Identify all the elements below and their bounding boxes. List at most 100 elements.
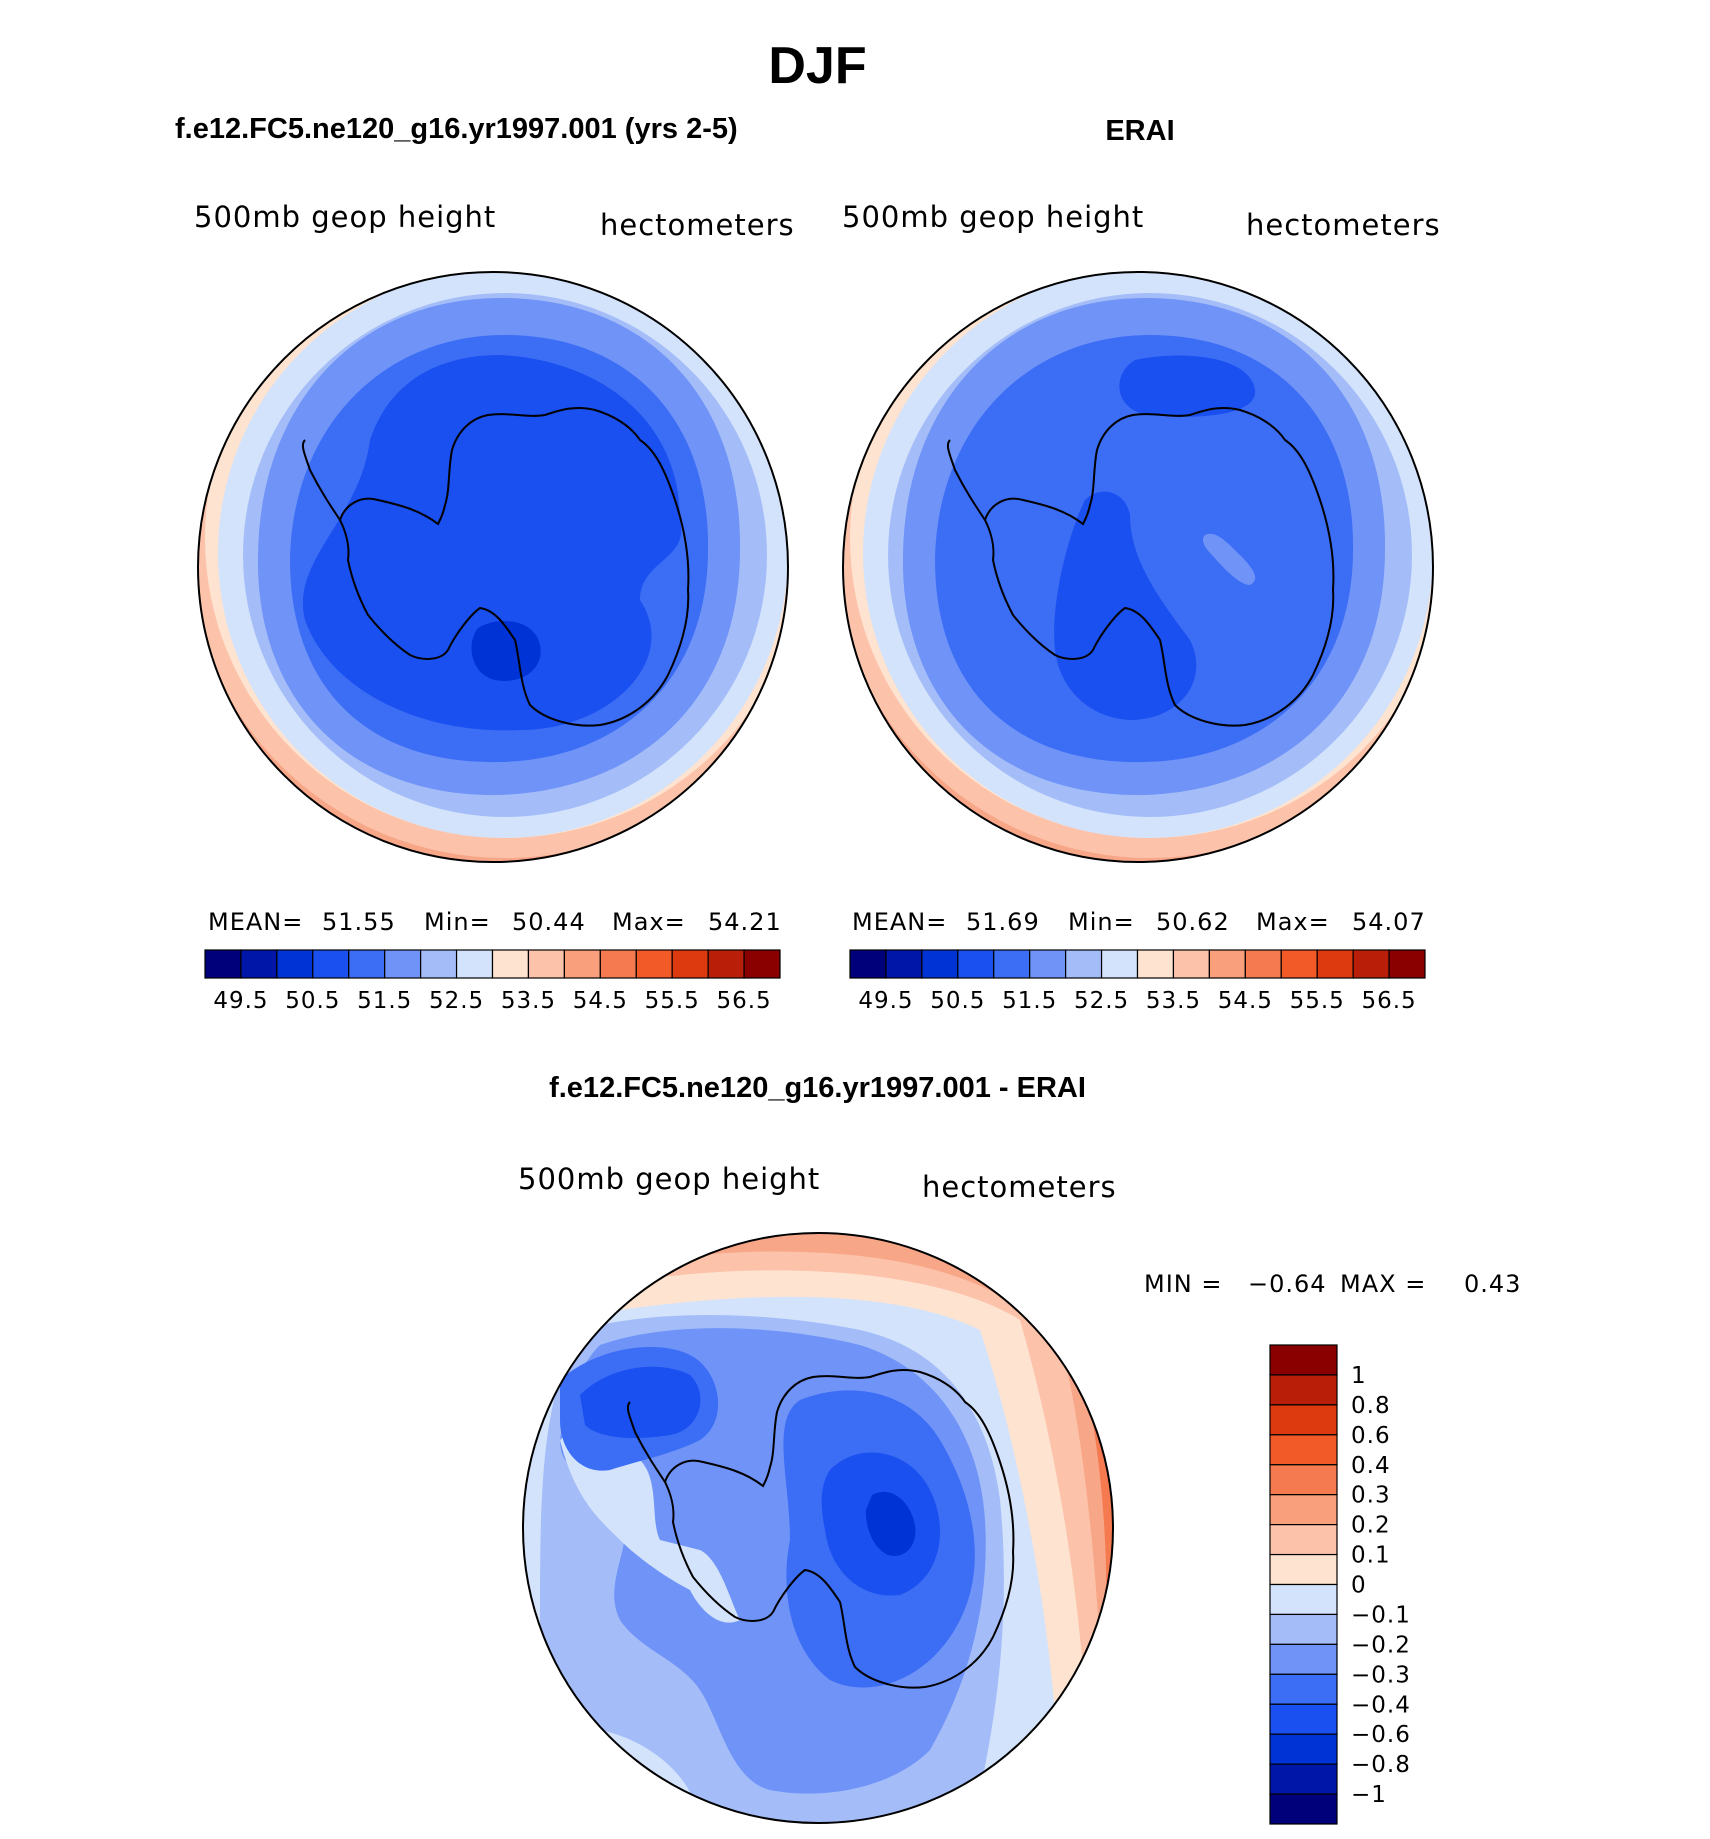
colorbar-erai-tick-label: 52.5 (1074, 988, 1129, 1014)
colorbar-model-tick-label: 54.5 (573, 988, 628, 1014)
colorbar-model-swatch (599, 949, 637, 979)
colorbar-difference-swatch (1269, 1464, 1338, 1496)
colorbar-difference-swatch (1269, 1494, 1338, 1526)
colorbar-difference-tick-label: 0.3 (1351, 1483, 1391, 1509)
colorbar-difference-swatch (1269, 1793, 1338, 1825)
map-erai-coastline (983, 406, 1335, 727)
colorbar-erai-swatch (849, 949, 887, 979)
panel3-units-label: hectometers (922, 1170, 1117, 1204)
colorbar-erai-swatch (1029, 949, 1067, 979)
colorbar-model-swatch (455, 949, 494, 979)
map-model-band-strong-blue (302, 355, 682, 731)
panel2-variable-label: 500mb geop height (842, 200, 1145, 234)
colorbar-erai: 49.5 50.5 51.5 52.5 53.5 54.5 55.5 56.5 (849, 949, 1426, 1014)
colorbar-difference-tick-label: 0.8 (1351, 1393, 1391, 1419)
panel2-mean-value: 51.69 (966, 908, 1040, 936)
colorbar-model-swatch (563, 949, 601, 979)
panel1-max-value: 54.21 (708, 908, 782, 936)
colorbar-model: 49.5 50.5 51.5 52.5 53.5 54.5 55.5 56.5 (204, 949, 781, 1014)
panel2-max-label: Max= (1256, 908, 1330, 936)
map-erai-band-blue (935, 335, 1354, 763)
colorbar-difference-tick-label: −1 (1351, 1782, 1387, 1808)
map-diff-light-patch (560, 1429, 740, 1623)
colorbar-erai-swatch (921, 949, 959, 979)
colorbar-erai-swatch (1280, 949, 1318, 979)
colorbar-model-tick-label: 49.5 (213, 988, 268, 1014)
map-diff-lower-left-salmon (523, 1780, 640, 1823)
colorbar-difference-swatch (1269, 1733, 1338, 1765)
colorbar-model-swatch (491, 949, 530, 979)
map-diff-coastline (663, 1368, 1015, 1689)
map-model (197, 271, 789, 863)
colorbar-model-swatch (348, 949, 386, 979)
panel3-min-label: MIN = (1144, 1270, 1223, 1298)
panel1-variable-label: 500mb geop height (194, 200, 497, 234)
map-erai-outline (842, 271, 1434, 863)
colorbar-erai-tick-label: 51.5 (1002, 988, 1057, 1014)
colorbar-difference-tick-label: 0 (1351, 1573, 1367, 1599)
colorbar-model-tick-label: 52.5 (429, 988, 484, 1014)
panel2-min-label: Min= (1068, 908, 1135, 936)
panel3-max-value: 0.43 (1464, 1270, 1522, 1298)
colorbar-model-tick-label: 55.5 (645, 988, 700, 1014)
figure-title: DJF (768, 37, 867, 95)
panel1-mean-label: MEAN= (208, 908, 304, 936)
colorbar-difference-swatch (1269, 1553, 1338, 1586)
panel1-min-value: 50.44 (512, 908, 586, 936)
colorbar-model-swatch (312, 949, 350, 979)
colorbar-erai-tick-label: 54.5 (1218, 988, 1273, 1014)
colorbar-difference-tick-label: 1 (1351, 1363, 1367, 1389)
colorbar-erai-tick-label: 53.5 (1146, 988, 1201, 1014)
map-erai (842, 271, 1434, 863)
colorbar-erai-tick-label: 50.5 (930, 988, 985, 1014)
colorbar-difference-swatch (1269, 1673, 1338, 1705)
colorbar-difference-tick-label: 0.2 (1351, 1513, 1391, 1539)
colorbar-erai-swatch (1136, 949, 1175, 979)
colorbar-difference-tick-label: −0.6 (1351, 1722, 1411, 1748)
colorbar-erai-swatch (1065, 949, 1103, 979)
map-erai-high-cell (1119, 355, 1256, 417)
colorbar-erai-swatch (1172, 949, 1210, 979)
colorbar-erai-tick-label: 56.5 (1361, 988, 1416, 1014)
colorbar-model-swatch (707, 949, 745, 979)
colorbar-erai-swatch (957, 949, 995, 979)
colorbar-difference-swatch (1269, 1404, 1338, 1436)
colorbar-difference-swatch (1269, 1583, 1338, 1616)
colorbar-erai-swatch (1388, 949, 1426, 979)
colorbar-erai-tick-label: 49.5 (858, 988, 913, 1014)
map-difference (522, 1232, 1114, 1824)
map-erai-peninsula (946, 439, 986, 521)
colorbar-difference-tick-label: −0.3 (1351, 1662, 1411, 1688)
panel3-max-label: MAX = (1340, 1270, 1427, 1298)
colorbar-difference-tick-label: 0.1 (1351, 1543, 1391, 1569)
colorbar-difference-tick-label: −0.4 (1351, 1692, 1411, 1718)
colorbar-erai-swatch (1352, 949, 1390, 979)
colorbar-model-swatch (384, 949, 422, 979)
colorbar-model-swatch (671, 949, 709, 979)
colorbar-difference-swatch (1269, 1643, 1338, 1675)
colorbar-model-tick-label: 51.5 (357, 988, 412, 1014)
colorbar-model-swatch (420, 949, 458, 979)
panel3-variable-label: 500mb geop height (518, 1162, 821, 1196)
map-erai-band-strong-blue (1054, 491, 1197, 720)
colorbar-model-swatch (204, 949, 242, 979)
colorbar-difference: 1 0.8 0.6 0.4 0.3 0.2 0.1 0 −0.1 −0.2 −0.3 −0.4 −0.6… (1269, 1344, 1411, 1825)
colorbar-difference-tick-label: 0.4 (1351, 1453, 1391, 1479)
map-model-minimum (471, 621, 541, 681)
map-diff-peninsula (626, 1401, 666, 1483)
colorbar-model-tick-label: 53.5 (501, 988, 556, 1014)
map-diff-west-strong (580, 1366, 701, 1438)
colorbar-erai-swatch (885, 949, 923, 979)
panel-title-model: f.e12.FC5.ne120_g16.yr1997.001 (yrs 2-5) (175, 113, 738, 145)
colorbar-erai-tick-label: 55.5 (1290, 988, 1345, 1014)
map-model-outline (197, 271, 789, 863)
map-model-peninsula (301, 439, 341, 521)
colorbar-model-swatch (276, 949, 314, 979)
map-model-coastline (338, 406, 690, 727)
panel2-max-value: 54.07 (1352, 908, 1426, 936)
panel2-mean-label: MEAN= (852, 908, 948, 936)
map-erai-relative-high (1202, 533, 1256, 585)
colorbar-model-swatch (635, 949, 673, 979)
colorbar-model-swatch (527, 949, 565, 979)
colorbar-model-tick-label: 56.5 (716, 988, 771, 1014)
